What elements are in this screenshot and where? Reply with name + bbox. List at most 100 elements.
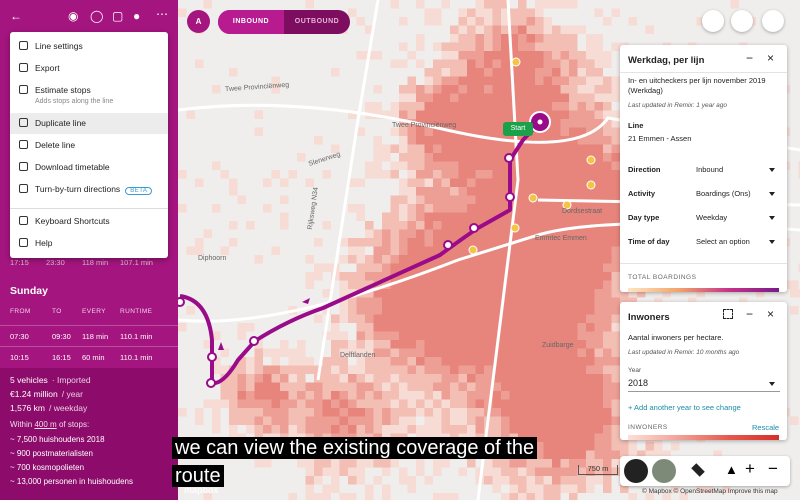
heat-cell — [611, 144, 620, 153]
menu-item[interactable]: Estimate stops Adds stops along the line — [10, 85, 168, 105]
heat-cell — [526, 68, 535, 77]
zoom-out[interactable]: − — [768, 459, 778, 478]
heat-cell — [654, 450, 663, 459]
heat-cell — [458, 238, 467, 247]
menu-item[interactable]: Duplicate line — [10, 118, 168, 128]
heat-cell — [501, 476, 510, 485]
comment-icon[interactable]: ▢ — [112, 9, 124, 23]
heat-cell — [475, 348, 484, 357]
heat-cell — [577, 102, 586, 111]
heat-cell — [424, 212, 433, 221]
heat-cell — [518, 170, 527, 179]
rescale-link[interactable]: Rescale — [752, 423, 780, 432]
heat-cell — [433, 391, 442, 400]
heat-cell — [484, 272, 493, 281]
cell: 60 min — [82, 353, 105, 362]
field-value[interactable]: Select an option — [696, 237, 750, 246]
streetview-button[interactable] — [624, 459, 648, 483]
palette-icon[interactable]: ◉ — [68, 9, 79, 23]
heat-cell — [467, 314, 476, 323]
menu-item[interactable]: Download timetable — [10, 162, 168, 172]
menu-item[interactable]: Help — [10, 238, 168, 248]
heat-cell — [475, 357, 484, 366]
coverage-radius[interactable]: 400 m — [34, 420, 57, 429]
more-icon[interactable]: ⋯ — [156, 7, 168, 21]
add-year-link[interactable]: + Add another year to see change — [628, 403, 741, 412]
menu-item[interactable]: Export — [10, 63, 168, 73]
layers-button[interactable] — [731, 10, 753, 32]
heat-cell — [458, 85, 467, 94]
heat-cell — [246, 425, 255, 434]
heat-cell — [399, 399, 408, 408]
menu-badge: BETA — [125, 187, 153, 195]
heat-cell — [560, 433, 569, 442]
attribution[interactable]: © Mapbox © OpenStreetMap Improve this ma… — [642, 488, 778, 495]
coverage-suffix: of stops: — [58, 420, 90, 429]
heat-cell — [492, 476, 501, 485]
heat-cell — [212, 416, 221, 425]
menu-item[interactable]: Turn-by-turn directions BETA — [10, 184, 168, 195]
heat-cell — [416, 178, 425, 187]
clock-icon[interactable]: ◯ — [90, 9, 104, 23]
search-button[interactable] — [762, 10, 784, 32]
heat-cell — [518, 382, 527, 391]
heat-cell — [518, 484, 527, 493]
heat-cell — [416, 391, 425, 400]
close-button[interactable]: × — [767, 307, 775, 321]
select-button[interactable] — [723, 309, 733, 319]
menu-item[interactable]: Keyboard Shortcuts — [10, 216, 168, 226]
heat-cell — [212, 365, 221, 374]
dropdown-caret[interactable] — [769, 192, 775, 196]
back-button[interactable]: ← — [10, 9, 22, 23]
heat-cell — [611, 85, 620, 94]
map-tool-button[interactable] — [702, 10, 724, 32]
heat-cell — [730, 0, 739, 9]
heat-cell — [526, 331, 535, 340]
basemap-button[interactable] — [652, 459, 676, 483]
heat-cell — [611, 297, 620, 306]
menu-item[interactable]: Delete line — [10, 140, 168, 150]
add-user-icon[interactable]: ● — [133, 9, 141, 23]
heat-cell — [620, 442, 629, 451]
dropdown-caret[interactable] — [769, 168, 775, 172]
close-button[interactable]: × — [767, 51, 775, 65]
minimize-button[interactable]: − — [746, 51, 754, 65]
heat-cell — [365, 357, 374, 366]
dropdown-caret[interactable] — [769, 382, 775, 386]
heat-cell — [365, 229, 374, 238]
dropdown-caret[interactable] — [769, 240, 775, 244]
toggle-inbound[interactable]: INBOUND — [218, 10, 284, 34]
heat-cell — [322, 306, 331, 315]
toggle-outbound[interactable]: OUTBOUND — [294, 18, 340, 25]
heat-cell — [543, 493, 552, 500]
layers-button[interactable] — [691, 463, 705, 477]
heat-cell — [373, 459, 382, 468]
heat-cell — [543, 306, 552, 315]
mapbox-logo[interactable]: mapbox — [184, 485, 219, 495]
heat-cell — [560, 408, 569, 417]
field-value[interactable]: Inbound — [696, 165, 724, 174]
menu-item[interactable]: Line settings — [10, 41, 168, 51]
heat-cell — [348, 408, 357, 417]
heat-cell — [611, 246, 620, 255]
heat-cell — [399, 297, 408, 306]
heat-cell — [492, 144, 501, 153]
field-value[interactable]: Boardings (Ons) — [696, 189, 751, 198]
heat-cell — [560, 59, 569, 68]
zoom-in[interactable]: + — [745, 459, 755, 478]
heat-cell — [441, 76, 450, 85]
field-value[interactable]: Weekday — [696, 213, 728, 222]
compass-button[interactable]: ▲ — [725, 462, 738, 477]
minimize-button[interactable]: − — [746, 307, 754, 321]
heat-cell — [237, 416, 246, 425]
heat-cell — [586, 280, 595, 289]
heat-cell — [254, 357, 263, 366]
dropdown-caret[interactable] — [769, 216, 775, 220]
other-stops — [468, 57, 596, 255]
heat-cell — [611, 229, 620, 238]
year-value[interactable]: 2018 — [628, 378, 649, 388]
heat-cell — [399, 204, 408, 213]
heat-cell — [424, 127, 433, 136]
heat-cell — [348, 238, 357, 247]
route-badge[interactable]: A — [187, 10, 210, 33]
